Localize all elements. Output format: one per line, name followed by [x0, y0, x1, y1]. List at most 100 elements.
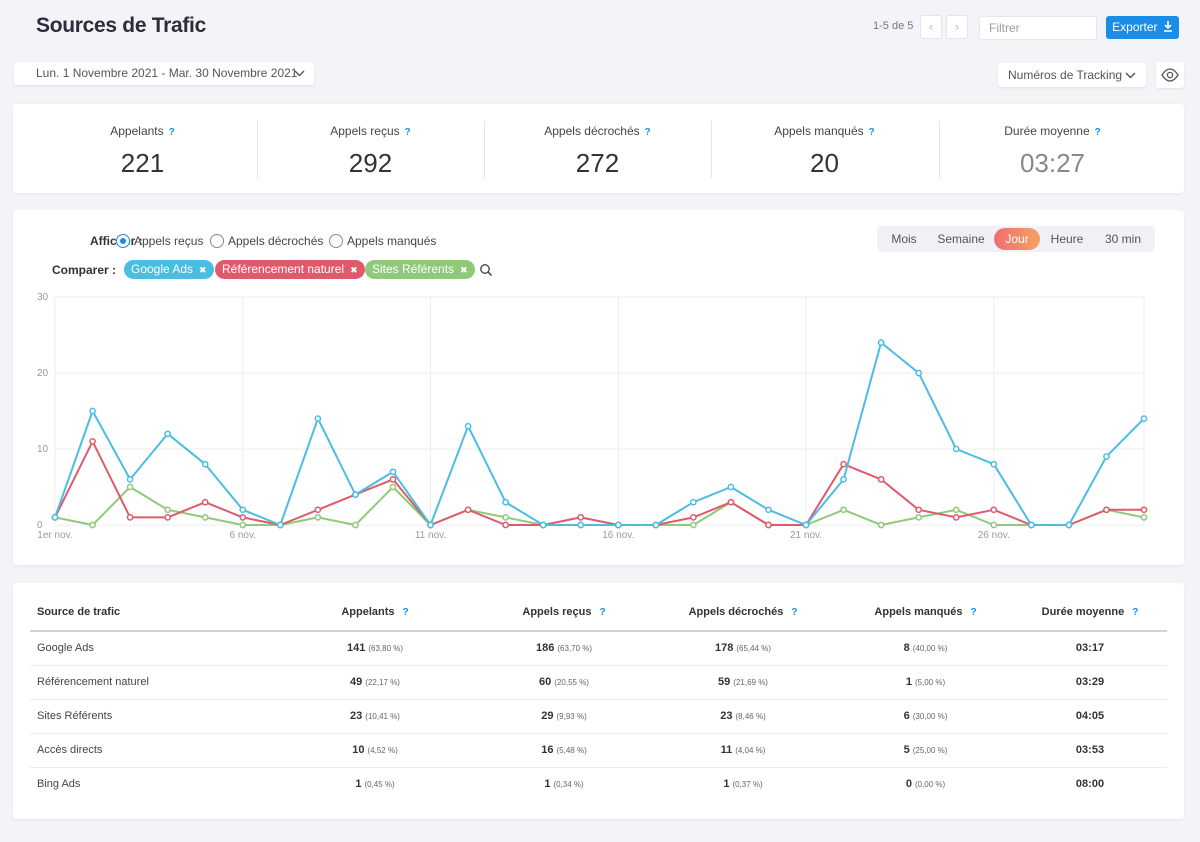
col-header-appels-manques[interactable]: Appels manqués?	[838, 593, 1013, 632]
radio-appels-recus[interactable]: Appels reçus	[116, 233, 203, 249]
col-header-appelants[interactable]: Appelants?	[270, 593, 480, 632]
data-point	[352, 521, 359, 529]
help-icon[interactable]: ?	[1132, 606, 1139, 618]
data-point	[89, 438, 96, 445]
y-tick-label: 10	[37, 444, 49, 455]
table-row[interactable]: Google Ads 141 (63,80 %) 186 (63,70 %) 178…	[30, 631, 1167, 666]
table-header-row: Source de trafic Appelants? Appels reçus…	[30, 593, 1167, 632]
col-header-duree-moyenne[interactable]: Durée moyenne?	[1013, 593, 1167, 632]
kpi-label: Appels manqués	[774, 124, 864, 138]
data-point	[126, 514, 134, 521]
search-icon[interactable]	[479, 263, 493, 277]
data-point	[990, 521, 998, 529]
col-header-appels-decroches[interactable]: Appels décrochés?	[648, 593, 838, 632]
date-range-picker[interactable]: Lun. 1 Novembre 2021 - Mar. 30 Novembre …	[14, 62, 314, 85]
x-tick-label: 26 nov.	[978, 530, 1010, 541]
help-icon[interactable]: ?	[168, 127, 175, 138]
data-point	[727, 483, 735, 491]
cell-source: Référencement naturel	[30, 665, 270, 700]
data-point	[952, 445, 960, 453]
data-point	[765, 521, 772, 529]
data-point	[577, 521, 585, 529]
filter-input[interactable]	[979, 16, 1097, 40]
data-point	[1103, 453, 1110, 460]
help-icon[interactable]: ?	[970, 606, 977, 618]
cell-appels-recus: 1 (0,34 %)	[544, 778, 584, 791]
data-point	[464, 506, 472, 514]
pagination-count: 1-5 de 5	[873, 20, 914, 32]
compare-tag-referencement[interactable]: Référencement naturel ✖	[215, 260, 365, 279]
granularity-heure[interactable]: Heure	[1050, 232, 1084, 246]
table-row[interactable]: Bing Ads 1 (0,45 %) 1 (0,34 %) 1 (0,37 %) 0…	[30, 767, 1167, 801]
data-point	[577, 514, 585, 521]
help-icon[interactable]: ?	[404, 127, 411, 138]
help-icon[interactable]: ?	[599, 606, 606, 618]
help-icon[interactable]: ?	[1094, 127, 1101, 138]
help-icon[interactable]: ?	[791, 606, 798, 618]
data-point	[502, 521, 509, 529]
data-point	[765, 506, 772, 514]
col-header-appels-recus[interactable]: Appels reçus?	[480, 593, 648, 632]
granularity-semaine[interactable]: Semaine	[937, 232, 985, 246]
data-point	[1140, 506, 1148, 514]
x-tick-label: 6 nov.	[230, 530, 257, 541]
data-point	[840, 460, 847, 468]
table-row[interactable]: Accès directs 10 (4,52 %) 16 (5,48 %) 11 (4…	[30, 733, 1167, 768]
granularity-mois[interactable]: Mois	[891, 232, 917, 246]
compare-tag-sites-referents[interactable]: Sites Référents ✖	[365, 260, 475, 279]
help-icon[interactable]: ?	[402, 606, 409, 618]
data-point	[126, 476, 134, 483]
radio-appels-decroches[interactable]: Appels décrochés	[210, 233, 323, 249]
granularity-jour[interactable]: Jour	[994, 228, 1040, 250]
cell-appels-decroches: 59 (21,69 %)	[648, 665, 838, 700]
table-row[interactable]: Sites Référents 23 (10,41 %) 29 (9,93 %) 2…	[30, 699, 1167, 734]
data-point	[802, 521, 810, 529]
data-point	[164, 430, 172, 438]
kpi-appels-decroches: Appels décrochés? 272	[484, 104, 711, 193]
close-icon[interactable]: ✖	[199, 265, 207, 275]
data-point	[727, 498, 735, 506]
cell-appels-decroches: 23 (8,46 %)	[648, 699, 838, 734]
data-point	[652, 521, 660, 529]
data-point	[164, 506, 172, 514]
prev-page-button[interactable]: ‹	[920, 15, 942, 39]
data-point	[389, 468, 397, 476]
help-icon[interactable]: ?	[644, 127, 651, 138]
line-chart: 0 10 20 30 1er nov. 6 nov. 11 nov. 16 nov. 21 no…	[37, 292, 1148, 541]
chart-card: Afficher : Appels reçus Appels décrochés…	[13, 210, 1184, 565]
series-line	[54, 341, 1145, 526]
traffic-source-table: Source de trafic Appelants? Appels reçus…	[30, 593, 1167, 801]
data-point	[314, 415, 322, 422]
next-page-button[interactable]: ›	[946, 15, 968, 39]
granularity-30min[interactable]: 30 min	[1104, 232, 1142, 246]
export-button[interactable]: Exporter	[1106, 16, 1179, 39]
tracking-label: Numéros de Tracking	[1008, 68, 1123, 82]
eye-icon	[1161, 68, 1179, 82]
table-row[interactable]: Référencement naturel 49 (22,17 %) 60 (20,…	[30, 665, 1167, 700]
data-point	[276, 521, 284, 529]
data-point	[126, 483, 134, 491]
data-point	[239, 506, 247, 514]
cell-duree: 03:53	[1013, 733, 1167, 768]
data-point	[314, 506, 322, 514]
data-point	[502, 514, 509, 521]
cell-appels-manques: 6 (30,00 %)	[838, 699, 1013, 734]
kpi-appelants: Appelants? 221	[29, 104, 256, 193]
close-icon[interactable]: ✖	[350, 265, 358, 275]
data-point	[915, 369, 923, 377]
radio-appels-manques[interactable]: Appels manqués	[329, 233, 436, 249]
tracking-numbers-dropdown[interactable]: Numéros de Tracking	[998, 63, 1146, 87]
compare-tag-google-ads[interactable]: Google Ads ✖	[124, 260, 214, 279]
cell-source: Sites Référents	[30, 699, 270, 734]
cell-duree: 03:29	[1013, 665, 1167, 700]
y-tick-label: 30	[37, 292, 49, 303]
data-point	[201, 460, 209, 468]
close-icon[interactable]: ✖	[460, 265, 468, 275]
help-icon[interactable]: ?	[868, 127, 875, 138]
data-point	[877, 476, 885, 483]
visibility-toggle-button[interactable]	[1156, 62, 1184, 88]
cell-appelants: 23 (10,41 %)	[270, 699, 480, 734]
x-tick-label: 16 nov.	[602, 530, 634, 541]
col-header-source[interactable]: Source de trafic	[30, 593, 270, 632]
data-point	[239, 514, 247, 521]
